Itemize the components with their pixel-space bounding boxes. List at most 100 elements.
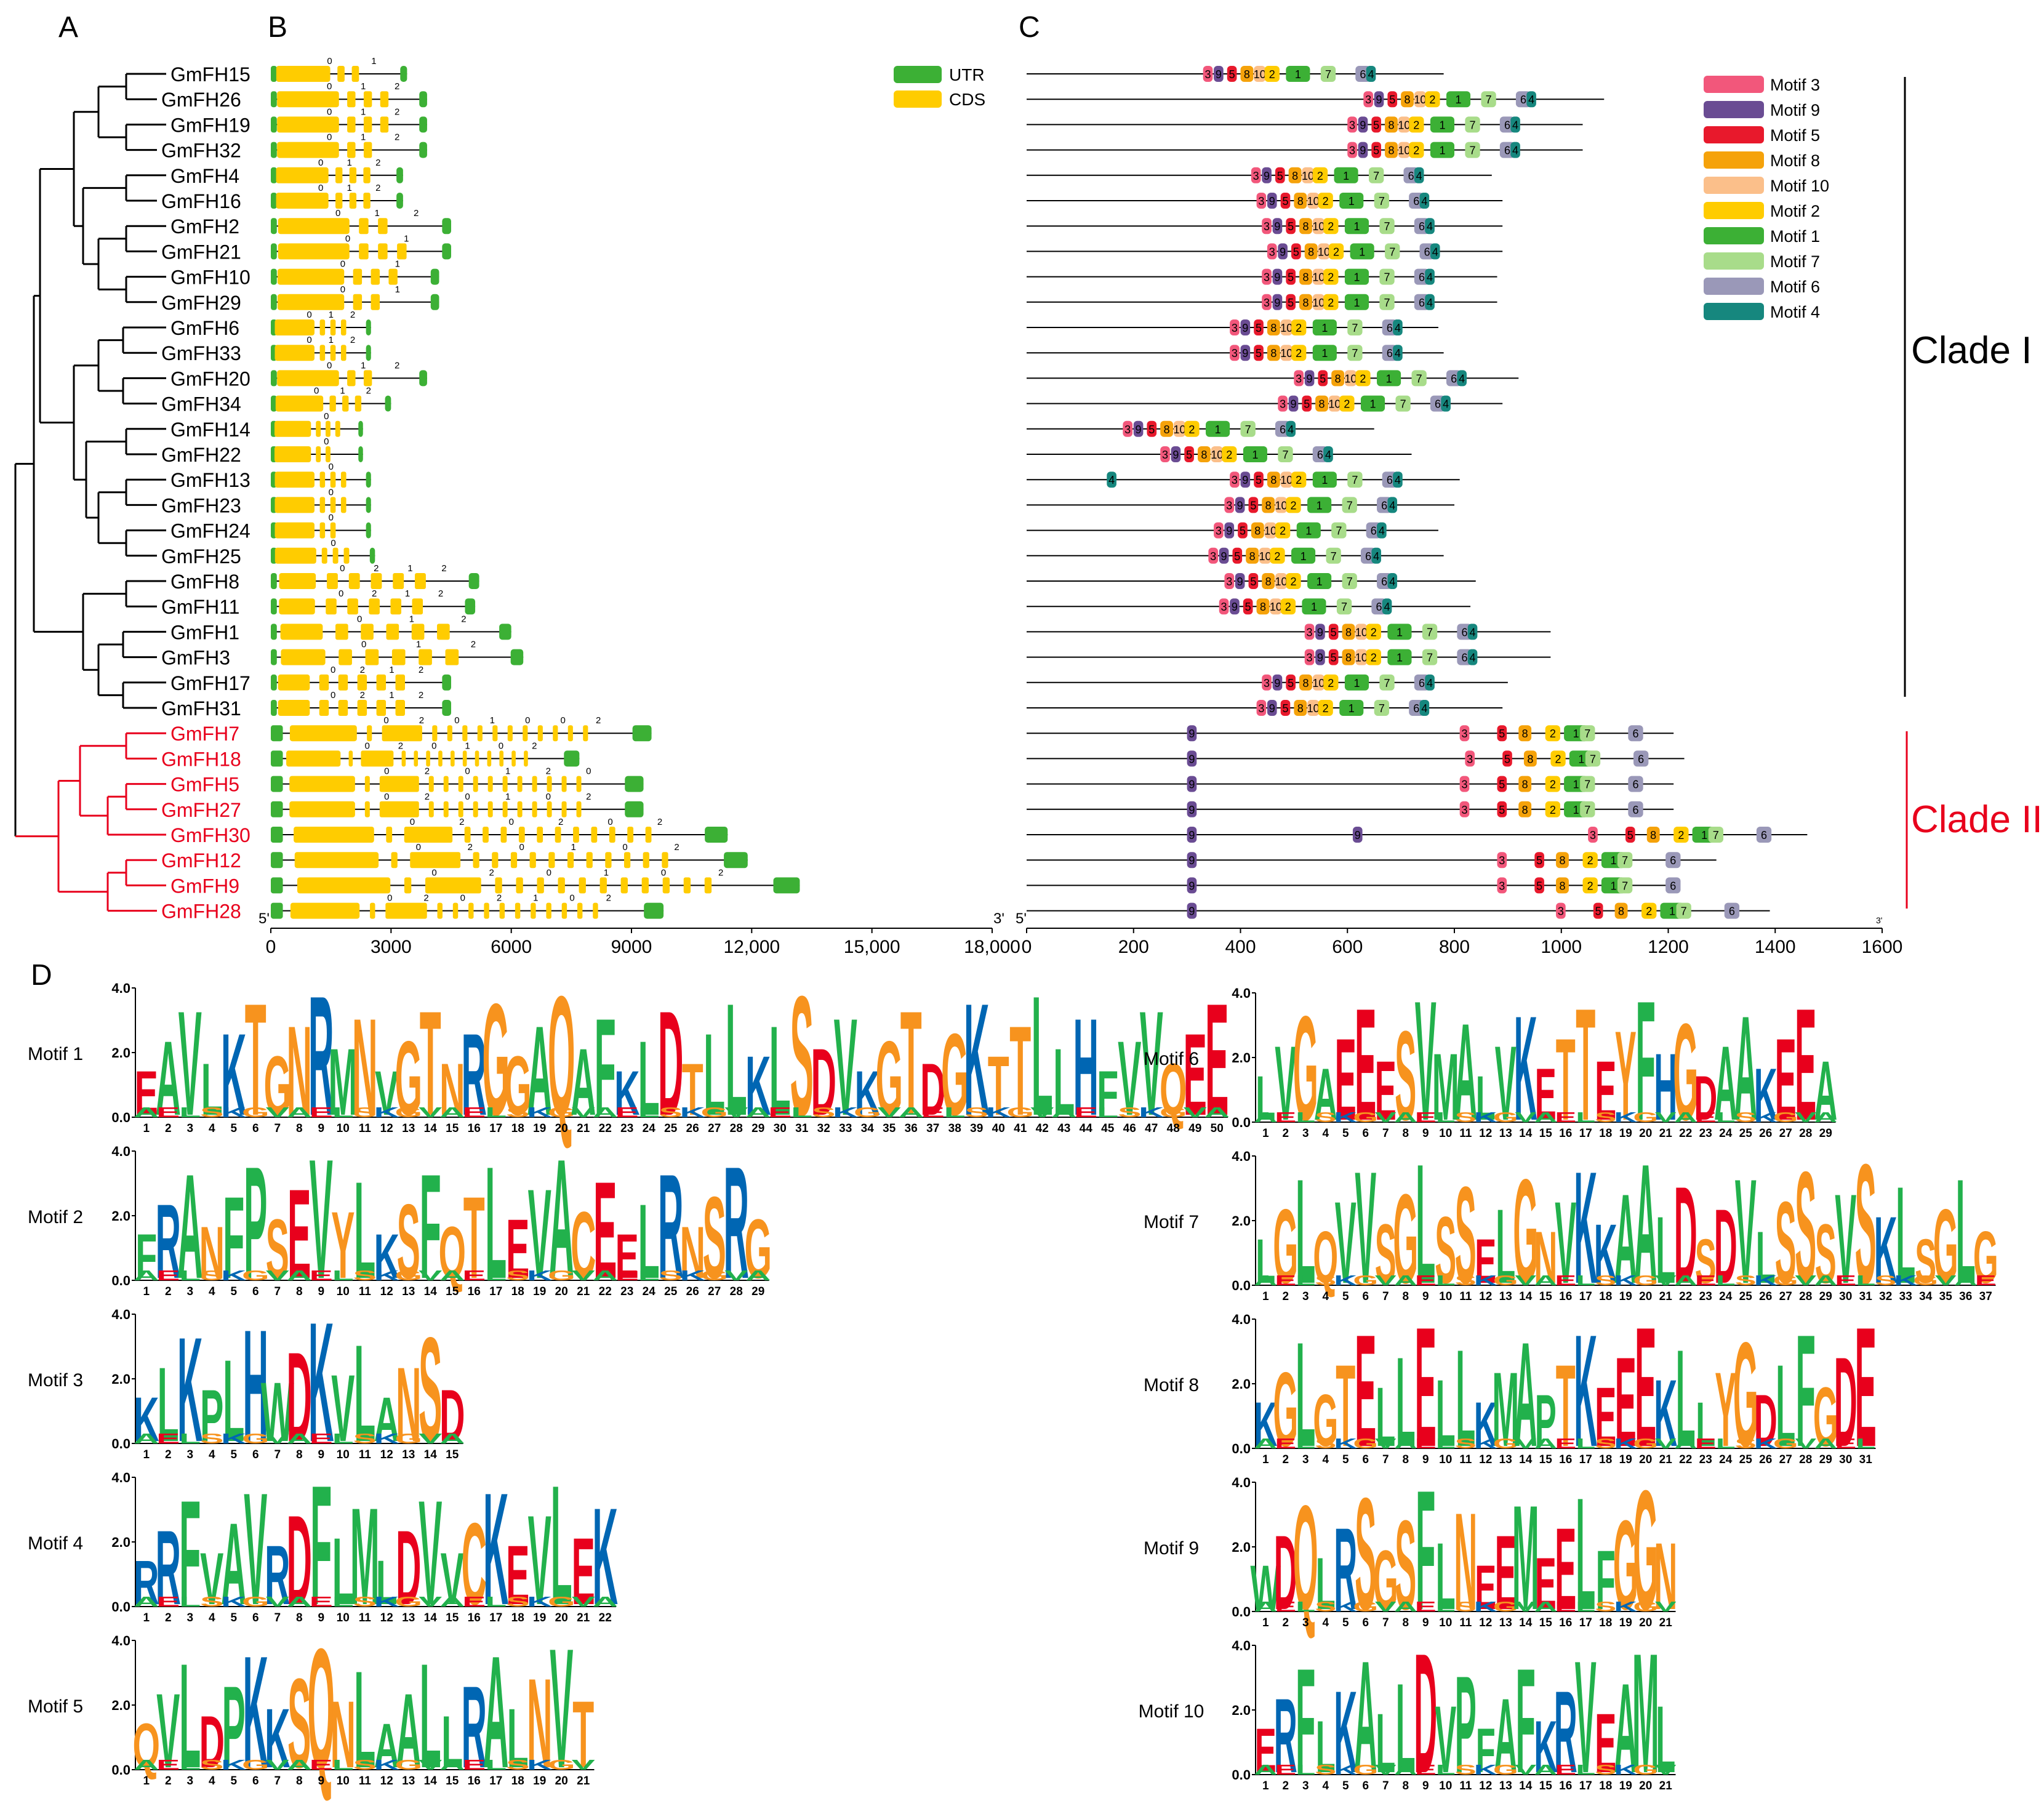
axis-tick-label: 0 — [1022, 937, 1032, 957]
logo-letter: E — [921, 1104, 945, 1120]
motif-block-label: 3 — [1124, 423, 1131, 436]
logo-letter: A — [1534, 1599, 1557, 1615]
logo-position: 5 — [230, 1285, 237, 1298]
motif-block — [1219, 598, 1229, 615]
intron-phase: 2 — [395, 81, 399, 92]
logo-position: 4 — [1322, 1127, 1329, 1140]
gene-label: GmFH1 — [170, 621, 239, 643]
logo-letter: H — [243, 1296, 268, 1475]
motif-block-label: 3 — [1365, 94, 1371, 106]
motif-block-label: 2 — [1285, 601, 1291, 613]
logo-letter: P — [1455, 1647, 1477, 1802]
motif-block-label: 7 — [1384, 271, 1390, 284]
logo-letter: L — [1696, 1390, 1715, 1459]
logo-letter: L — [1896, 1157, 1915, 1312]
logo-position: 5 — [230, 1611, 237, 1624]
logo-letter: G — [1353, 1762, 1378, 1778]
motif-block-label: 1 — [1305, 525, 1312, 537]
motif-block — [1387, 624, 1412, 640]
motif-block — [1430, 116, 1454, 133]
logo-letter: R — [1334, 1504, 1357, 1634]
logo-letter: N — [1454, 1483, 1477, 1639]
motif-block-label: 8 — [1249, 550, 1256, 563]
logo-position: 18 — [511, 1775, 524, 1788]
intron-phase: 1 — [604, 867, 609, 878]
logo-letter: C — [571, 1191, 596, 1298]
logo-letter: K — [374, 1267, 400, 1283]
motif-block-label: 5 — [1288, 271, 1294, 284]
logo-y-tick: 4.0 — [1232, 1638, 1251, 1653]
logo-position: 24 — [1719, 1453, 1733, 1466]
logo-letter: K — [221, 1431, 247, 1447]
logo-position: 12 — [380, 1122, 393, 1135]
motif-block-label: 2 — [1587, 880, 1593, 892]
axis-tick-label: 1200 — [1648, 937, 1689, 957]
intron-phase: 2 — [471, 640, 476, 650]
intron-phase: 2 — [395, 132, 399, 143]
logo-letter: S — [1915, 1227, 1936, 1296]
cds-block — [605, 852, 612, 869]
motif-block-label: 8 — [1650, 829, 1656, 841]
cds-block — [278, 674, 310, 691]
legend-swatch — [894, 90, 942, 108]
motif-block-label: 2 — [1344, 398, 1350, 411]
motif-block — [1387, 573, 1398, 589]
utr-block — [644, 902, 664, 919]
logo-letter: S — [353, 1757, 377, 1773]
logo-letter: L — [1576, 1109, 1595, 1125]
motif-block — [1379, 294, 1395, 310]
logo-letter: L — [420, 1634, 441, 1800]
cds-block — [450, 750, 455, 767]
logo-letter: K — [1334, 1272, 1357, 1288]
legend-label: Motif 3 — [1770, 76, 1820, 94]
logo-position: 4 — [1322, 1780, 1329, 1792]
motif-block-label: 3 — [1269, 246, 1275, 258]
logo-letter: L — [179, 1594, 201, 1610]
motif-block-label: 7 — [1427, 626, 1433, 638]
logo-letter: S — [1595, 1599, 1616, 1615]
cds-block — [515, 902, 521, 919]
logo-letter: N — [331, 1680, 356, 1788]
motif-block-label: 5 — [1288, 220, 1294, 233]
logo-letter: E — [1415, 1762, 1437, 1778]
logo-y-tick: 4.0 — [111, 1470, 130, 1485]
logo-letter: A — [1814, 1043, 1837, 1138]
logo-position: 16 — [468, 1122, 481, 1135]
motif-block — [1315, 395, 1328, 412]
logo-letter: L — [179, 1634, 201, 1800]
motif-block — [1510, 116, 1520, 133]
gene-structure-row: 0 — [271, 462, 371, 488]
logo-position: 5 — [230, 1448, 237, 1461]
motif-block — [1518, 725, 1532, 742]
motif-block — [1291, 319, 1307, 335]
motif-logo-title: Motif 2 — [28, 1207, 83, 1227]
intron-phase: 0 — [331, 690, 335, 700]
motif-block-label: 8 — [1308, 246, 1314, 258]
logo-letter: S — [659, 1104, 683, 1120]
cds-block — [278, 700, 310, 716]
motif-block — [1280, 345, 1293, 361]
intron-phase: 0 — [340, 259, 345, 270]
motif-block — [1230, 598, 1240, 615]
cds-block — [577, 902, 583, 919]
logo-position: 8 — [1402, 1453, 1409, 1466]
intron-phase: 1 — [405, 588, 410, 599]
cds-block — [561, 776, 567, 792]
logo-position: 21 — [1659, 1616, 1673, 1629]
motif-block — [1724, 902, 1740, 919]
logo-y-tick: 4.0 — [111, 1307, 130, 1322]
motif-structure-row: 3 9 5 8 10 2 1 7 6 4 — [1027, 294, 1497, 310]
motif-block — [1230, 472, 1240, 488]
motif-block-label: 5 — [1499, 779, 1505, 791]
logo-position: 9 — [1422, 1780, 1429, 1792]
motif-block-label: 8 — [1292, 170, 1298, 182]
logo-letter: E — [1595, 1370, 1616, 1464]
logo-letter: K — [374, 1431, 400, 1447]
motif-block-label: 7 — [1379, 702, 1385, 715]
motif-block — [1379, 218, 1395, 235]
logo-position: 1 — [1262, 1127, 1269, 1140]
motif-block-label: 6 — [1504, 119, 1510, 131]
logo-position: 17 — [489, 1775, 502, 1788]
motif-block-label: 9 — [1274, 677, 1280, 689]
motif-block — [1270, 598, 1282, 615]
